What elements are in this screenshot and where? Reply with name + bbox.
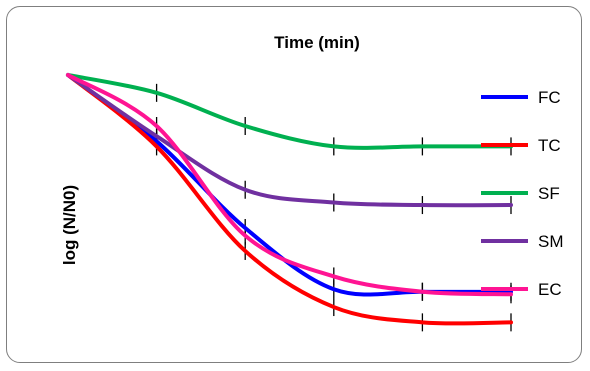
series-line-ec <box>66 73 513 297</box>
series-line-sm <box>66 73 513 208</box>
legend-label-tc: TC <box>538 136 561 155</box>
series-line-sf <box>66 73 513 150</box>
chart-frame <box>6 6 582 363</box>
chart-title: Time (min) <box>274 33 360 52</box>
legend-label-sm: SM <box>538 232 564 251</box>
series-line-tc <box>66 73 513 326</box>
legend: FC TC SF SM EC <box>481 88 564 299</box>
legend-label-ec: EC <box>538 280 562 299</box>
legend-label-sf: SF <box>538 184 560 203</box>
series-lines <box>66 73 513 326</box>
legend-label-fc: FC <box>538 88 561 107</box>
y-axis-label: log (N/N0) <box>60 185 79 265</box>
